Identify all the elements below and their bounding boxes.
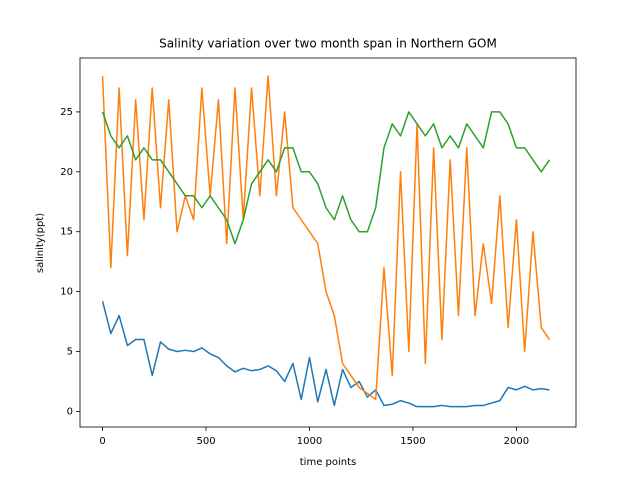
y-tick-label: 10 [60,287,73,298]
x-tick-label: 500 [196,436,215,447]
data-line [101,75,551,401]
x-tick-label: 1000 [297,436,322,447]
x-tick-label: 1500 [400,436,425,447]
x-tick-label: 2000 [504,436,529,447]
y-tick-label: 0 [67,406,73,417]
y-axis-label: salinity(ppt) [35,213,46,273]
data-line [101,111,551,245]
y-tick-label: 20 [60,167,73,178]
x-tick-label: 0 [99,436,105,447]
y-tick-label: 25 [60,107,73,118]
y-tick-label: 15 [60,227,73,238]
x-axis-label: time points [300,457,356,468]
chart-title: Salinity variation over two month span i… [159,37,497,51]
plot-frame [79,57,577,428]
data-line [101,301,550,408]
y-tick-label: 5 [67,347,73,358]
